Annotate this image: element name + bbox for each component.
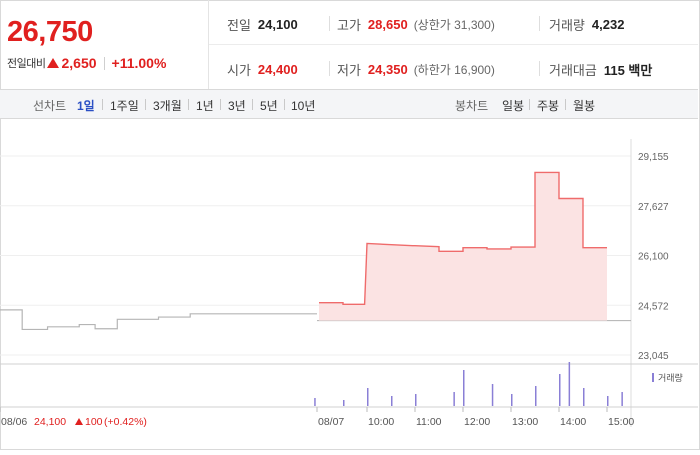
divider	[252, 99, 253, 110]
tab-1w[interactable]: 1주일	[110, 99, 139, 113]
price-summary: 26,750 전일대비 2,650 +11.00% 전일 24,100 고가 2…	[0, 0, 698, 90]
divider	[284, 99, 285, 110]
x-tick-label: 13:00	[512, 416, 538, 428]
divider	[145, 99, 146, 110]
divider	[209, 44, 698, 45]
x-tick-label: 10:00	[368, 416, 394, 428]
chart-period-tabs: 선차트 1일 1주일 3개월 1년 3년 5년 10년 봉차트 일봉 주봉 월봉	[0, 90, 698, 119]
stat-amount: 거래대금 115 백만	[549, 60, 652, 79]
divider	[102, 99, 103, 110]
stat-value: 24,100	[257, 17, 298, 32]
y-tick-label: 26,100	[638, 252, 669, 263]
divider	[539, 16, 540, 31]
volume-bar	[314, 398, 316, 406]
divider	[188, 99, 189, 110]
volume-bar	[391, 396, 393, 406]
stat-label: 고가	[337, 18, 361, 33]
upper-limit-price: (상한가 31,300)	[413, 18, 495, 32]
current-price: 26,750	[7, 16, 93, 48]
stat-low: 저가 24,350 (하한가 16,900)	[337, 60, 495, 79]
change-value: 2,650	[61, 55, 97, 71]
tab-3y[interactable]: 3년	[228, 99, 246, 113]
today-line	[319, 171, 607, 306]
baseline-price-label: 24,100	[34, 416, 66, 428]
stat-value: 115 백만	[603, 63, 653, 78]
tab-5y[interactable]: 5년	[260, 99, 278, 113]
tab-weekly-candle[interactable]: 주봉	[537, 99, 560, 113]
lower-limit-price: (하한가 16,900)	[413, 63, 495, 77]
stat-volume: 거래량 4,232	[549, 15, 624, 34]
tab-daily-candle[interactable]: 일봉	[502, 99, 525, 113]
volume-bar	[343, 400, 345, 406]
tab-1y[interactable]: 1년	[196, 99, 214, 113]
y-tick-label: 29,155	[638, 152, 669, 163]
divider	[103, 56, 105, 70]
x-tick-label: 11:00	[416, 416, 442, 428]
stat-label: 전일	[227, 18, 251, 33]
line-chart-label: 선차트	[33, 99, 67, 113]
volume-bar	[367, 388, 369, 406]
change-label: 전일대비	[7, 58, 46, 70]
divider	[565, 99, 566, 110]
x-tick-label: 08/07	[318, 416, 344, 428]
divider	[529, 99, 530, 110]
volume-bar	[463, 370, 465, 406]
stat-value: 24,350	[367, 62, 408, 77]
candle-chart-label: 봉차트	[455, 99, 489, 113]
chart-svg: 29,155 27,627 26,100 24,572 23,045 거래량 08/06 08…	[0, 139, 698, 428]
volume-bar	[568, 362, 571, 406]
volume-bar	[607, 396, 609, 406]
x-tick-label: 15:00	[608, 416, 634, 428]
x-tick-label: 12:00	[464, 416, 490, 428]
y-tick-label: 27,627	[638, 202, 669, 213]
volume-legend-icon	[652, 373, 654, 382]
stat-high: 고가 28,650 (상한가 31,300)	[337, 15, 495, 34]
y-tick-label: 24,572	[638, 301, 669, 312]
stat-open: 시가 24,400	[227, 60, 298, 79]
stat-value: 28,650	[367, 17, 408, 32]
divider	[329, 16, 330, 31]
up-arrow-icon	[75, 418, 83, 425]
y-tick-label: 23,045	[638, 351, 669, 362]
x-tick-label: 14:00	[560, 416, 586, 428]
price-chart: 29,155 27,627 26,100 24,572 23,045 거래량 08/06 08…	[0, 119, 698, 450]
divider	[539, 61, 540, 76]
x-tick-label: 08/06	[1, 416, 27, 428]
tab-3m[interactable]: 3개월	[153, 99, 182, 113]
divider	[220, 99, 221, 110]
prev-day-line	[0, 309, 317, 331]
divider	[329, 61, 330, 76]
volume-legend-label: 거래량	[658, 372, 683, 383]
today-area	[319, 172, 607, 321]
stat-label: 거래량	[549, 18, 585, 33]
volume-bar	[453, 392, 455, 406]
tab-monthly-candle[interactable]: 월봉	[573, 99, 596, 113]
tab-10y[interactable]: 10년	[291, 99, 316, 113]
stat-prev-close: 전일 24,100	[227, 15, 298, 34]
baseline-change-label: 100	[85, 416, 103, 428]
volume-bar	[535, 386, 537, 406]
stat-value: 4,232	[591, 17, 625, 32]
baseline-change-percent: (+0.42%)	[104, 416, 147, 428]
volume-bar	[491, 384, 494, 406]
volume-bar	[511, 394, 513, 406]
stats-panel: 전일 24,100 고가 28,650 (상한가 31,300) 거래량 4,2…	[209, 0, 698, 89]
stat-label: 거래대금	[549, 63, 597, 78]
volume-bar	[583, 388, 585, 406]
stat-label: 시가	[227, 63, 251, 78]
current-price-box: 26,750 전일대비 2,650 +11.00%	[0, 0, 209, 89]
change-percent: +11.00%	[111, 55, 167, 71]
up-arrow-icon	[47, 58, 60, 68]
volume-bar	[621, 392, 623, 406]
stat-value: 24,400	[257, 62, 298, 77]
tab-1d[interactable]: 1일	[77, 99, 95, 113]
change-row: 전일대비 2,650 +11.00%	[7, 55, 166, 71]
stat-label: 저가	[337, 63, 361, 78]
volume-bar	[415, 394, 417, 406]
volume-bar	[559, 374, 561, 406]
